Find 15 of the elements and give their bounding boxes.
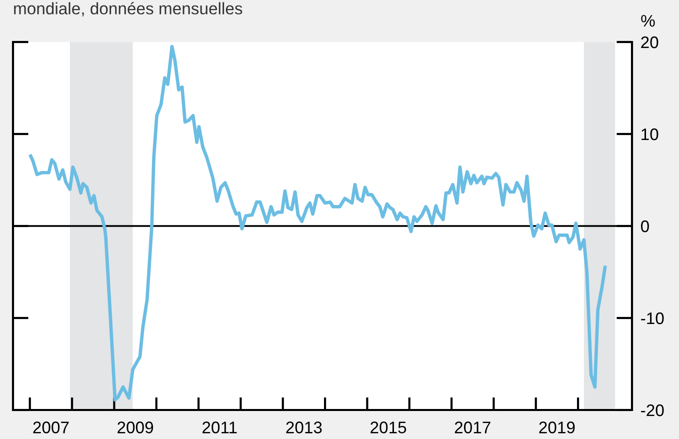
y-tick-label: 10 [642,128,658,140]
x-tick-label: 2015 [370,422,406,434]
x-tick-label: 2013 [286,422,322,434]
y-tick-label: -10 [641,312,664,324]
y-tick-label: 0 [640,220,649,232]
x-tick-label: 2009 [118,422,154,434]
x-tick-label: 2019 [539,422,575,434]
y-axis-title: % [641,14,655,27]
y-tick-label: 20 [641,36,658,48]
x-tick-label: 2007 [33,422,69,434]
line-series [29,44,607,402]
x-tick-label: 2011 [202,422,237,434]
chart-subtitle: mondiale, données mensuelles [14,2,242,16]
x-tick-label: 2017 [454,422,490,434]
y-tick-label: -20 [641,404,664,416]
